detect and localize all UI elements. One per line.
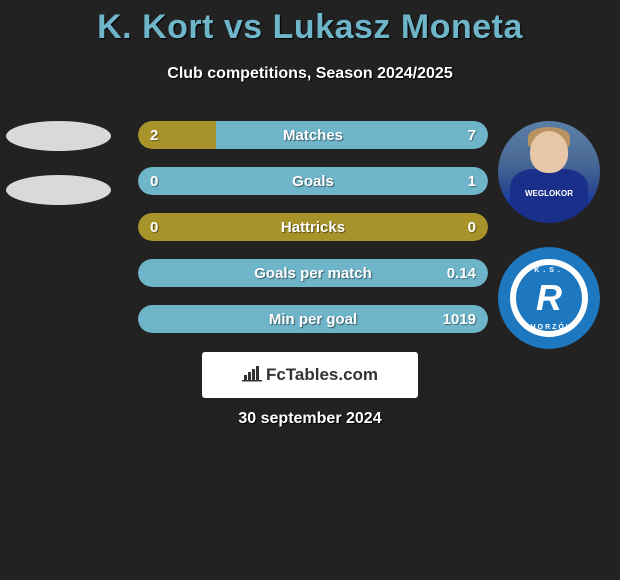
chart-icon	[242, 364, 262, 387]
club-badge: K.S. R CHORZÓW	[498, 247, 600, 349]
player-jersey-text: WEGLOKOR	[498, 189, 600, 198]
subtitle: Club competitions, Season 2024/2025	[0, 65, 620, 83]
stat-bar: 27Matches	[138, 121, 488, 149]
badge-text-top: K.S.	[534, 267, 564, 274]
badge-inner: K.S. R CHORZÓW	[516, 265, 582, 331]
watermark-text: FcTables.com	[266, 365, 378, 385]
bar-label: Matches	[138, 127, 488, 144]
bar-label: Min per goal	[138, 311, 488, 328]
left-ellipse-1	[6, 121, 111, 151]
watermark: FcTables.com	[202, 352, 418, 398]
stat-bar: 1019Min per goal	[138, 305, 488, 333]
date: 30 september 2024	[0, 410, 620, 428]
chart-area: WEGLOKOR K.S. R CHORZÓW 27Matches 01Goals…	[0, 121, 620, 351]
bar-label: Goals per match	[138, 265, 488, 282]
player-photo: WEGLOKOR	[498, 121, 600, 223]
left-ellipse-2	[6, 175, 111, 205]
badge-text-bottom: CHORZÓW	[524, 324, 575, 331]
stat-bar: 01Goals	[138, 167, 488, 195]
player-image-bg: WEGLOKOR	[498, 121, 600, 223]
stat-bar: 0.14Goals per match	[138, 259, 488, 287]
badge-letter: R	[536, 280, 562, 316]
bar-label: Goals	[138, 173, 488, 190]
player-head	[530, 131, 568, 173]
page-title: K. Kort vs Lukasz Moneta	[0, 0, 620, 47]
stat-bar: 00Hattricks	[138, 213, 488, 241]
bar-label: Hattricks	[138, 219, 488, 236]
club-badge-graphic: K.S. R CHORZÓW	[498, 247, 600, 349]
